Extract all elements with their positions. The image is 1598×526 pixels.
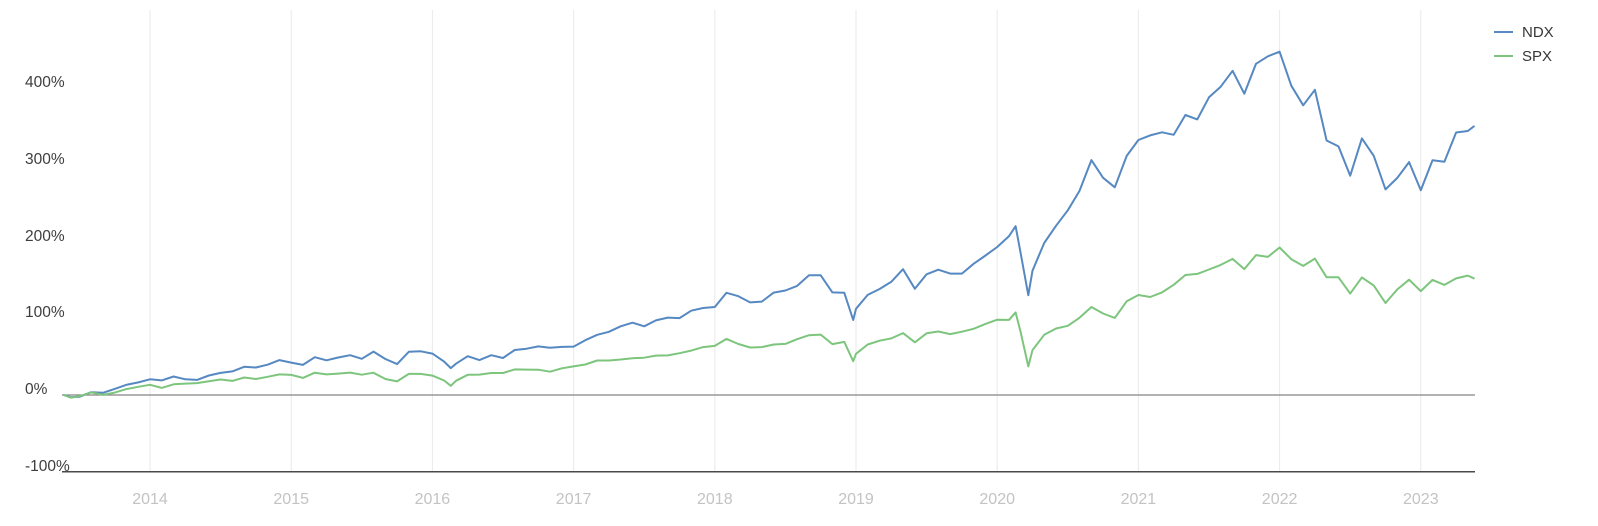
y-tick-label--100: -100% xyxy=(25,457,70,475)
x-tick-label-2019: 2019 xyxy=(838,491,874,508)
spx-line-swatch-icon xyxy=(1494,55,1513,57)
x-tick-label-2016: 2016 xyxy=(414,491,451,508)
legend-label-ndx: NDX xyxy=(1522,23,1554,41)
ndx-series-line xyxy=(62,50,1475,399)
x-tick-label-2023: 2023 xyxy=(1403,491,1439,508)
y-tick-label-400: 400% xyxy=(25,74,65,91)
y-tick-label-300: 300% xyxy=(25,150,65,168)
legend: NDX SPX xyxy=(1494,20,1554,68)
x-tick-label-2021: 2021 xyxy=(1120,491,1157,508)
ndx-line-swatch-icon xyxy=(1494,31,1513,33)
x-tick-label-2018: 2018 xyxy=(697,491,733,508)
legend-item-ndx[interactable]: NDX xyxy=(1494,20,1554,44)
x-tick-label-2022: 2022 xyxy=(1261,491,1298,508)
x-tick-label-2015: 2015 xyxy=(273,491,309,508)
x-tick-label-2017: 2017 xyxy=(555,491,592,508)
legend-item-spx[interactable]: SPX xyxy=(1494,44,1554,68)
y-tick-label-200: 200% xyxy=(25,227,65,245)
x-tick-label-2020: 2020 xyxy=(979,491,1015,508)
legend-label-spx: SPX xyxy=(1522,47,1553,65)
x-tick-label-2014: 2014 xyxy=(132,491,168,508)
y-tick-label-100: 100% xyxy=(25,304,65,322)
y-tick-label-0: 0% xyxy=(25,381,48,398)
spx-series-line xyxy=(62,246,1475,399)
